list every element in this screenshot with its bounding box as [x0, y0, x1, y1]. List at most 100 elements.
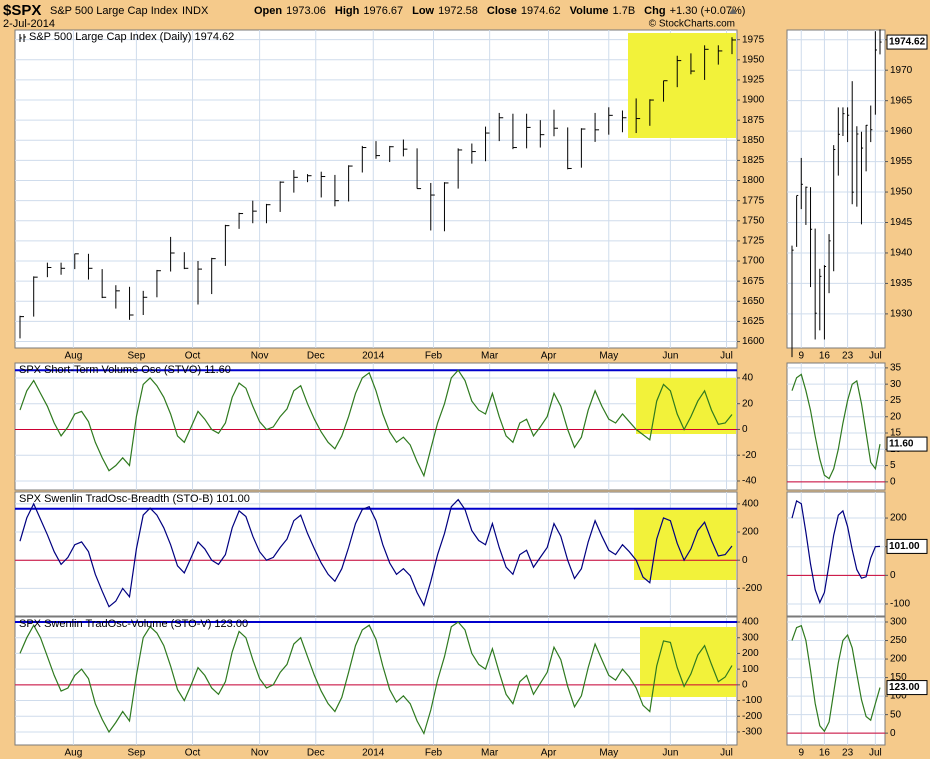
value-tag-label: 1974.62 [889, 37, 926, 48]
x-tick-label: Jul [869, 351, 882, 362]
x-tick-label: Feb [425, 351, 443, 362]
y-tick-label: 1935 [890, 278, 913, 289]
x-tick-label: 16 [819, 351, 831, 362]
y-tick-label: 300 [890, 617, 907, 628]
y-tick-label: 1675 [742, 276, 765, 287]
x-tick-label: Dec [307, 351, 325, 362]
y-tick-label: 400 [742, 617, 759, 628]
quote-value: 1976.67 [363, 5, 403, 17]
panel-backgrounds [14, 29, 886, 746]
indicator-line [19, 621, 733, 736]
indicator-line [791, 499, 881, 605]
panel-title: SPX Short-Term Volume Osc (STVO) 11.60 [19, 364, 231, 376]
y-tick-label: 200 [890, 513, 907, 524]
y-tick-label: -100 [742, 695, 762, 706]
value-tag-label: 11.60 [889, 439, 914, 450]
indicator-line [19, 498, 733, 608]
x-tick-label: Jul [720, 748, 733, 759]
y-tick-label: -200 [742, 711, 762, 722]
y-tick-label: 20 [890, 411, 902, 422]
value-tag-label: 101.00 [889, 541, 920, 552]
y-tick-label: 25 [890, 395, 902, 406]
y-tick-label: -100 [890, 599, 910, 610]
value-tag [886, 34, 928, 50]
x-tick-label: Sep [127, 351, 145, 362]
indicator-line [791, 373, 881, 480]
y-tick-label: 50 [890, 709, 902, 720]
y-tick-label: 200 [742, 648, 759, 659]
y-tick-label: 1930 [890, 309, 913, 320]
y-tick-label: 1850 [742, 135, 765, 146]
quote-value: 1972.58 [438, 5, 478, 17]
chart-marks: 1600162516501675170017251750177518001825… [15, 29, 928, 759]
x-tick-label: Jun [662, 748, 678, 759]
value-tag [886, 538, 928, 554]
x-tick-label: 9 [798, 748, 804, 759]
y-tick-label: 0 [890, 728, 896, 739]
y-tick-label: 1700 [742, 256, 765, 267]
y-tick-label: 1975 [742, 34, 765, 45]
highlights [628, 33, 736, 697]
highlight-box [628, 33, 736, 138]
y-tick-label: -300 [742, 727, 762, 738]
y-tick-label: 1960 [890, 126, 913, 137]
y-tick-label: 1955 [890, 156, 913, 167]
index-name: S&P 500 Large Cap Index [50, 5, 178, 17]
quote-value: 1.7B [613, 5, 636, 17]
x-tick-label: 2014 [362, 351, 385, 362]
quote-label: Volume [570, 5, 609, 17]
x-tick-label: 9 [798, 351, 804, 362]
copyright: © StockCharts.com [649, 19, 735, 30]
quote-label: Chg [644, 5, 665, 17]
y-tick-label: 0 [890, 570, 896, 581]
y-tick-label: 1600 [742, 336, 765, 347]
y-tick-label: 20 [742, 398, 754, 409]
y-tick-label: 100 [742, 664, 759, 675]
x-tick-label: Aug [65, 351, 83, 362]
y-tick-label: 1725 [742, 236, 765, 247]
indicator-line [19, 369, 733, 478]
value-tag [886, 680, 928, 696]
x-tick-label: Mar [481, 351, 499, 362]
panel [14, 491, 738, 617]
y-tick-label: 400 [742, 498, 759, 509]
y-tick-label: 250 [890, 635, 907, 646]
x-tick-label: Nov [251, 351, 269, 362]
quote-value: +1.30 (+0.07%) [670, 5, 746, 17]
x-tick-label: Jul [869, 748, 882, 759]
highlight-box [640, 627, 736, 697]
x-tick-label: Apr [541, 748, 557, 759]
y-tick-label: 1750 [742, 215, 765, 226]
x-tick-label: 2014 [362, 748, 385, 759]
y-tick-label: 1950 [742, 54, 765, 65]
y-tick-label: 1650 [742, 296, 765, 307]
quote-label: Low [412, 5, 434, 17]
x-tick-label: 16 [819, 748, 831, 759]
x-tick-label: Nov [251, 748, 269, 759]
y-tick-label: 40 [742, 373, 754, 384]
y-tick-label: -40 [742, 476, 757, 487]
x-tick-label: May [599, 351, 618, 362]
y-tick-label: -20 [742, 450, 757, 461]
quote-value: 1973.06 [286, 5, 326, 17]
y-tick-label: 1950 [890, 187, 913, 198]
panel-title: S&P 500 Large Cap Index (Daily) 1974.62 [29, 31, 234, 43]
quote-line: Open 1973.06 High 1976.67 Low 1972.58 Close 197… [254, 5, 745, 17]
y-tick-label: 200 [742, 527, 759, 538]
y-tick-label: 300 [742, 632, 759, 643]
x-tick-label: Mar [481, 748, 499, 759]
y-tick-label: 0 [742, 679, 748, 690]
y-tick-label: 0 [890, 476, 896, 487]
date: 2-Jul-2014 [3, 18, 55, 30]
quote-label: High [335, 5, 360, 17]
panel [14, 362, 738, 491]
x-tick-label: Apr [541, 351, 557, 362]
x-tick-label: 23 [842, 748, 854, 759]
quote-value: 1974.62 [521, 5, 561, 17]
x-tick-label: Jul [720, 351, 733, 362]
y-tick-label: 0 [742, 424, 748, 435]
y-tick-label: 1900 [742, 95, 765, 106]
x-tick-label: Aug [65, 748, 83, 759]
x-tick-label: 23 [842, 351, 854, 362]
